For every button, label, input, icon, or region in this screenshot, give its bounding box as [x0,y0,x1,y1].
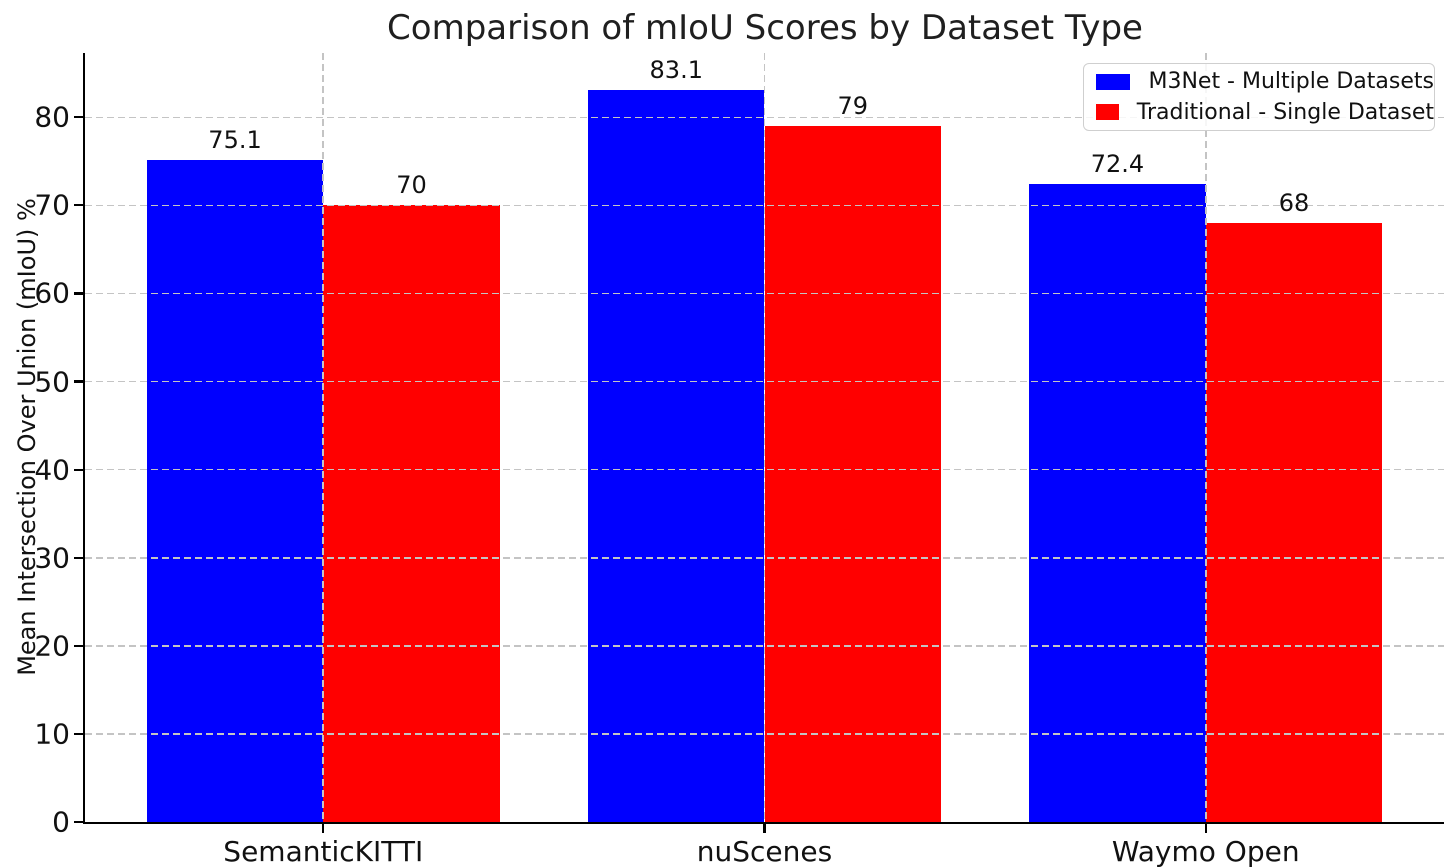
y-tick-label: 50 [34,365,70,399]
legend-label-m3net: M3Net - Multiple Datasets [1148,69,1434,95]
y-tickmark [74,644,83,647]
chart-title: Comparison of mIoU Scores by Dataset Typ… [387,8,1143,48]
legend-label-traditional: Traditional - Single Dataset [1136,99,1434,125]
y-tick-label: 10 [34,717,70,751]
legend-item-traditional: Traditional - Single Dataset [1096,100,1434,125]
bar-m3netmultipl-waymoopen [1029,184,1206,822]
x-axis-spine [82,821,1444,824]
x-tickmark [763,824,766,833]
x-tickmark [1204,824,1207,833]
legend-swatch-m3net-icon [1096,73,1131,90]
x-tick-label-waymoopen: Waymo Open [1111,835,1300,868]
bar-m3netmultipl-nuscenes [588,89,765,822]
value-label-traditionals-nuscenes: 79 [837,92,869,121]
y-tick-label: 0 [52,805,70,839]
y-tickmark [74,732,83,735]
value-label-m3netmultipl-semantickitt: 75.1 [208,126,262,155]
x-tick-label-semantickitt: SemanticKITTI [223,835,424,868]
bar-traditionals-semantickitt [323,205,500,822]
bar-traditionals-nuscenes [764,126,941,822]
y-axis-spine [82,53,85,825]
y-tick-label: 70 [34,188,70,222]
legend: M3Net - Multiple Datasets Traditional - … [1083,63,1435,131]
gridline-vertical [763,53,766,822]
y-axis-label: Mean Intersection Over Union (mIoU) % [13,198,41,676]
x-tickmark [322,824,325,833]
legend-item-m3net: M3Net - Multiple Datasets [1096,69,1434,94]
y-tickmark [74,556,83,559]
gridline-vertical [1204,53,1207,822]
value-label-traditionals-semantickitt: 70 [396,171,427,200]
y-tickmark [74,116,83,119]
y-tick-label: 20 [34,629,70,663]
plot-area: 75.1 83.1 72.4 70 79 68 [85,53,1444,822]
y-tickmark [74,820,83,824]
x-tick-label-nuscenes: nuScenes [696,835,833,868]
y-tick-label: 30 [34,541,70,575]
y-tickmark [74,292,83,295]
bar-traditionals-waymoopen [1205,223,1383,822]
y-tick-label: 40 [34,453,70,487]
gridline-vertical [322,53,325,822]
value-label-m3netmultipl-nuscenes: 83.1 [649,55,703,84]
y-tickmark [74,380,83,383]
value-label-m3netmultipl-waymoopen: 72.4 [1090,150,1145,179]
y-tickmark [74,204,83,207]
y-tickmark [74,468,83,471]
value-label-traditionals-waymoopen: 68 [1278,189,1310,217]
y-tick-label: 60 [34,276,70,310]
bar-m3netmultipl-semantickitt [146,160,324,822]
legend-swatch-traditional-icon [1096,104,1119,121]
y-tick-label: 80 [34,100,70,134]
